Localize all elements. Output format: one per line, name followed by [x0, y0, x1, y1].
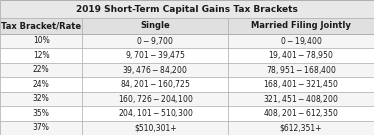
Text: $408,201 - $612,350: $408,201 - $612,350 [263, 107, 339, 119]
Text: $19,401 - $78,950: $19,401 - $78,950 [268, 49, 334, 61]
Text: $39,476 - $84,200: $39,476 - $84,200 [122, 64, 188, 76]
Bar [0, 0, 374, 18]
Text: $84,201 - $160,725: $84,201 - $160,725 [120, 78, 190, 90]
Bar [0, 63, 82, 77]
Text: $321,451 - $408,200: $321,451 - $408,200 [263, 93, 339, 105]
Text: $204,101 - $510,300: $204,101 - $510,300 [117, 107, 193, 119]
Bar [228, 121, 374, 135]
Text: $160,726 - $204,100: $160,726 - $204,100 [117, 93, 193, 105]
Bar [82, 77, 228, 92]
Bar [82, 18, 228, 34]
Bar [0, 34, 82, 48]
Bar [228, 34, 374, 48]
Text: 35%: 35% [33, 109, 50, 118]
Bar [0, 77, 82, 92]
Bar [228, 18, 374, 34]
Text: Single: Single [140, 21, 170, 31]
Bar [228, 77, 374, 92]
Text: $510,301+: $510,301+ [134, 123, 177, 132]
Bar [82, 48, 228, 63]
Bar [0, 18, 82, 34]
Bar [228, 48, 374, 63]
Bar [82, 92, 228, 106]
Text: 24%: 24% [33, 80, 49, 89]
Bar [0, 92, 82, 106]
Text: $0 - $19,400: $0 - $19,400 [280, 35, 322, 47]
Bar [82, 34, 228, 48]
Text: $78,951 - $168,400: $78,951 - $168,400 [266, 64, 336, 76]
Text: 22%: 22% [33, 65, 49, 74]
Bar [0, 48, 82, 63]
Text: $0 - $9,700: $0 - $9,700 [137, 35, 174, 47]
Bar [0, 106, 82, 121]
Bar [228, 63, 374, 77]
Bar [228, 106, 374, 121]
Bar [228, 92, 374, 106]
Text: $168,401 - $321,450: $168,401 - $321,450 [263, 78, 339, 90]
Text: 12%: 12% [33, 51, 49, 60]
Text: 37%: 37% [33, 123, 50, 132]
Text: Married Filing Jointly: Married Filing Jointly [251, 21, 351, 31]
Text: Tax Bracket/Rate: Tax Bracket/Rate [1, 21, 81, 31]
Text: $612,351+: $612,351+ [280, 123, 322, 132]
Text: $9,701 - $39,475: $9,701 - $39,475 [125, 49, 186, 61]
Text: 2019 Short-Term Capital Gains Tax Brackets: 2019 Short-Term Capital Gains Tax Bracke… [76, 5, 298, 14]
Text: 10%: 10% [33, 36, 49, 45]
Bar [82, 106, 228, 121]
Bar [82, 121, 228, 135]
Bar [0, 121, 82, 135]
Text: 32%: 32% [33, 94, 49, 103]
Bar [82, 63, 228, 77]
